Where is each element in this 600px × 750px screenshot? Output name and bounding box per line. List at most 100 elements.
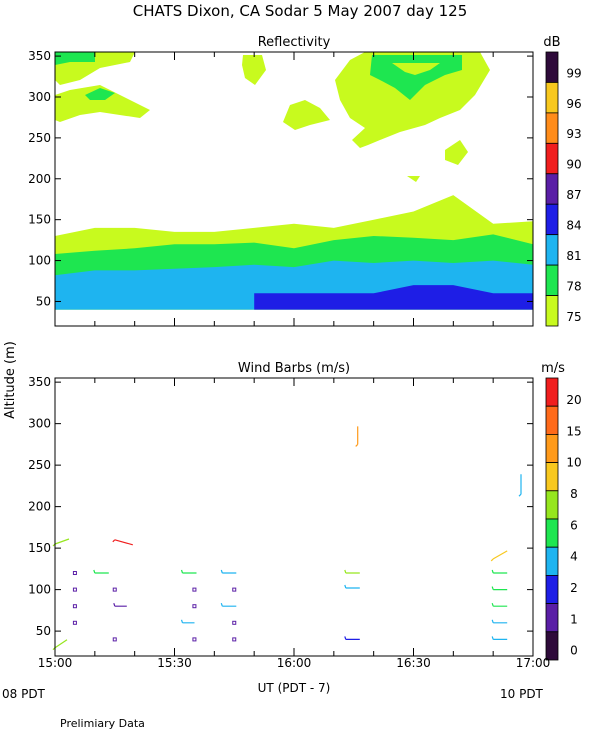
wind-barb [180,619,195,624]
x-tick-label: 16:30 [396,656,431,670]
top-colorbar-label: 84 [566,219,581,233]
wind-barb [344,636,360,640]
x-right-note: 10 PDT [500,687,544,701]
bottom-colorbar-label: 8 [570,487,578,501]
bottom-colorbar-swatch [545,405,559,435]
bottom-colorbar-swatch [545,377,559,407]
calm-point [112,637,117,642]
calm-point [72,620,77,625]
bottom-colorbar-label: 4 [570,550,578,564]
upper-patch-green-left [55,52,95,65]
x-tick-label: 17:00 [516,656,551,670]
bottom-colorbar-swatch [545,462,559,492]
wind-barbs-title: Wind Barbs (m/s) [238,361,350,376]
bottom-plot-frame [54,377,534,657]
x-tick-label: 16:00 [277,656,312,670]
calm-point [232,620,237,625]
calm-point [192,637,197,642]
wind-barb [491,586,508,591]
wind-barb [344,569,360,574]
bottom-colorbar-swatch [545,518,559,548]
top-colorbar-swatch [545,203,559,236]
upper-patch-dot [407,176,420,182]
calm-point [232,587,237,592]
calm-point [72,587,77,592]
top-colorbar-label: 93 [566,127,581,141]
wind-barb [112,539,133,546]
top-ytick-label: 300 [28,90,51,104]
top-colorbar-label: 75 [566,310,581,324]
upper-patch-top-small [242,55,266,85]
upper-patch-mid [283,100,330,130]
wind-barb [344,584,360,589]
bottom-colorbar-swatch [545,575,559,605]
x-tick-label: 15:30 [157,656,192,670]
top-colorbar-label: 90 [566,158,581,172]
bottom-ytick-label: 50 [36,624,51,638]
bottom-colorbar-label: 0 [570,644,578,658]
bottom-ytick-label: 100 [28,583,51,597]
top-ytick-label: 200 [28,172,51,186]
top-colorbar-swatch [545,234,559,266]
upper-patch-green-right [370,55,462,100]
bottom-ytick-label: 150 [28,541,51,555]
bottom-colorbar-swatch [545,603,559,633]
bottom-ytick-label: 250 [28,458,51,472]
x-left-note: 08 PDT [2,687,46,701]
calm-point [112,587,117,592]
top-colorbar-swatch [545,51,559,83]
top-colorbar-label: 81 [566,249,581,263]
upper-patch-right-small [445,140,468,165]
bottom-colorbar-label: 10 [566,456,581,470]
top-colorbar-label: 87 [566,188,581,202]
colorbar-top-unit: dB [543,35,560,50]
top-colorbar-swatch [545,112,559,144]
wind-barbs-marks [52,426,522,651]
wind-barb [180,569,197,574]
calm-point [192,604,197,609]
top-ytick-label: 50 [36,294,51,308]
wind-barbs-axes: 50 100 150 200 250 300 350 [28,375,534,657]
top-colorbar-swatch [545,295,559,327]
top-ytick-label: 250 [28,131,51,145]
bottom-ytick-label: 350 [28,375,51,389]
bottom-colorbar-label: 2 [570,581,578,595]
calm-point [72,604,77,609]
x-tick-label: 15:00 [38,656,73,670]
calm-point [72,571,77,576]
top-colorbar-swatch [545,142,559,175]
bottom-colorbar-swatch [545,546,559,576]
reflectivity-colorbar: 99 96 93 90 87 84 81 78 75 [545,51,582,327]
wind-barb [491,603,508,607]
top-colorbar-label: 78 [566,279,581,293]
upper-patch-left-mid [55,85,150,122]
wind-barb [518,474,522,497]
wind-barb [491,636,508,640]
x-axis-tick-labels: 15:00 15:30 16:00 16:30 17:00 [38,656,551,670]
calm-point [192,587,197,592]
bottom-colorbar-swatch [545,631,559,661]
contour-band-3 [254,285,533,310]
top-ytick-label: 350 [28,49,51,63]
wind-barb [220,603,237,607]
reflectivity-title: Reflectivity [258,35,331,50]
top-colorbar-label: 96 [566,97,581,111]
top-ytick-label: 150 [28,213,51,227]
figure-title: CHATS Dixon, CA Sodar 5 May 2007 day 125 [133,2,468,20]
bottom-colorbar-label: 6 [570,518,578,532]
top-colorbar-swatch [545,173,559,205]
top-colorbar-label: 99 [566,66,581,80]
wind-barb [355,426,359,447]
bottom-ytick-label: 200 [28,500,51,514]
wind-barb [113,603,127,607]
wind-barb [491,569,508,574]
x-axis-label: UT (PDT - 7) [258,681,331,695]
wind-barb [220,569,237,574]
footer-note: Prelimiary Data [60,717,145,730]
bottom-colorbar-swatch [545,490,559,520]
wind-barb [93,569,109,574]
bottom-colorbar-label: 20 [566,393,581,407]
upper-patch-lime-inner [392,63,440,75]
